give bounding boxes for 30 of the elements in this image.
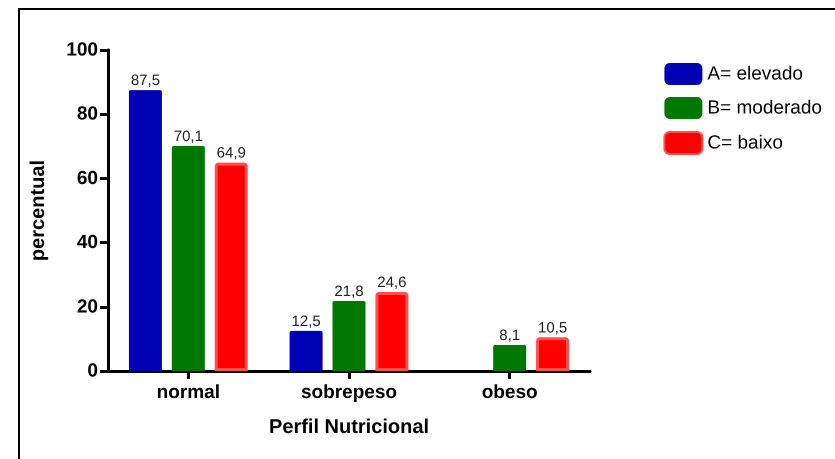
legend-label: B= moderado — [707, 98, 822, 118]
bar — [536, 337, 570, 371]
x-tick-label: sobrepeso — [300, 382, 398, 403]
bar — [214, 162, 248, 371]
y-tick-label: 60 — [76, 168, 98, 189]
x-tick-label: obeso — [482, 382, 538, 403]
legend-label: A= elevado — [707, 64, 804, 84]
data-label: 8,1 — [499, 327, 520, 344]
bar — [375, 292, 408, 371]
bar — [290, 330, 323, 371]
y-tick-label: 20 — [76, 296, 98, 318]
x-axis-title: Perfil Nutricional — [268, 416, 430, 438]
y-tick-label: 80 — [76, 104, 98, 125]
y-tick-label: 0 — [87, 360, 98, 382]
y-tick-label: 100 — [66, 40, 98, 60]
y-tick-label: 40 — [76, 232, 98, 254]
bar — [332, 301, 366, 371]
data-label: 70,1 — [174, 128, 203, 145]
data-label: 12,5 — [292, 312, 321, 330]
bar — [172, 146, 205, 371]
legend-label: C= baixo — [707, 132, 783, 154]
bar — [128, 90, 162, 371]
x-tick-label: normal — [156, 382, 220, 403]
bar — [493, 345, 526, 371]
data-label: 87,5 — [130, 72, 160, 90]
data-label: 24,6 — [377, 274, 406, 292]
data-label: 21,8 — [334, 283, 364, 300]
data-label: 10,5 — [538, 319, 568, 336]
y-axis-title: percentual — [27, 160, 49, 262]
data-label: 64,9 — [216, 144, 246, 162]
